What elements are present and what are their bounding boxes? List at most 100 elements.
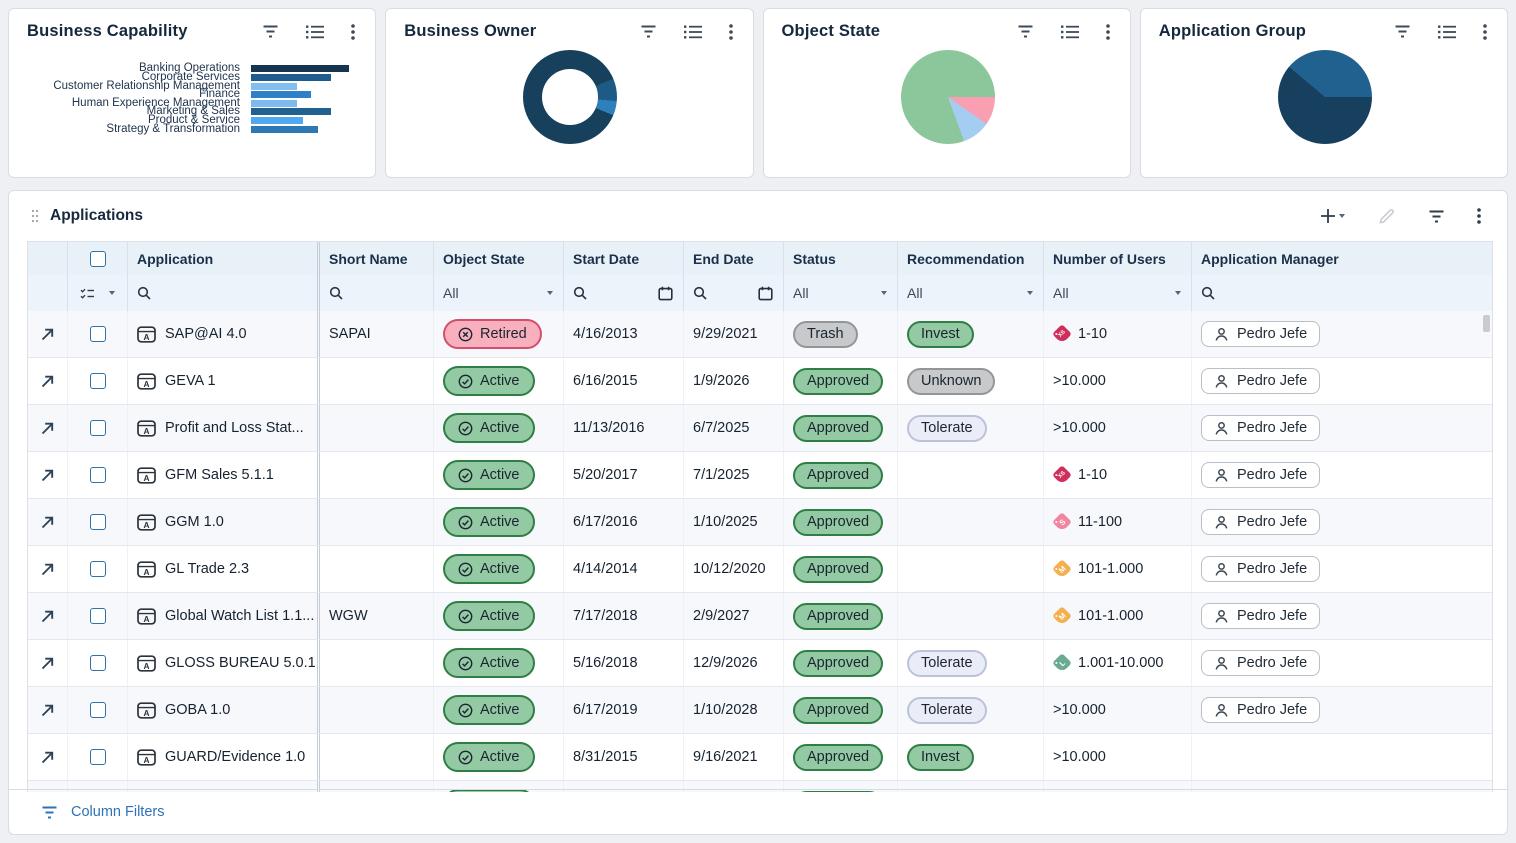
column-header-recommendation[interactable]: Recommendation: [898, 242, 1044, 275]
application-manager-chip[interactable]: Pedro Jefe: [1201, 415, 1320, 441]
short-name-search-filter[interactable]: [320, 275, 434, 311]
table-row[interactable]: AGGM 1.0 Active 6/17/2016 1/10/2025 Appr…: [28, 499, 1492, 546]
application-name[interactable]: GEVA 1: [165, 373, 216, 389]
application-name[interactable]: Profit and Loss Stat...: [165, 420, 304, 436]
application-name[interactable]: GLOSS BUREAU 5.0.1: [165, 655, 316, 671]
application-manager-chip[interactable]: Pedro Jefe: [1201, 509, 1320, 535]
kebab-menu-icon[interactable]: [351, 24, 355, 40]
column-header-start-date[interactable]: Start Date: [564, 242, 684, 275]
end-date-filter[interactable]: [693, 286, 783, 301]
column-header-end-date[interactable]: End Date: [684, 242, 784, 275]
filter-icon[interactable]: [1394, 25, 1411, 38]
kebab-menu-icon[interactable]: [1483, 24, 1487, 40]
row-checkbox[interactable]: [90, 702, 106, 718]
kebab-menu-icon[interactable]: [729, 24, 733, 40]
calendar-icon[interactable]: [658, 286, 673, 301]
application-manager-chip[interactable]: Pedro Jefe: [1201, 462, 1320, 488]
application-name[interactable]: GOBA 1.0: [165, 702, 230, 718]
column-header-number-of-users[interactable]: Number of Users: [1044, 242, 1192, 275]
vertical-scrollbar[interactable]: [1483, 315, 1490, 332]
bar-chart[interactable]: Banking OperationsCorporate ServicesCust…: [27, 65, 359, 134]
select-all-checkbox[interactable]: [90, 251, 106, 267]
open-fact-sheet-icon[interactable]: [40, 327, 55, 342]
pie-chart[interactable]: [1278, 50, 1372, 144]
bar[interactable]: [251, 126, 318, 133]
application-manager-chip[interactable]: Pedro Jefe: [1201, 650, 1320, 676]
list-icon[interactable]: [306, 25, 324, 39]
filter-icon[interactable]: [640, 25, 657, 38]
application-manager-chip[interactable]: Pedro Jefe: [1201, 368, 1320, 394]
calendar-icon[interactable]: [758, 286, 773, 301]
application-search-filter[interactable]: [128, 275, 320, 311]
column-filters-link[interactable]: Column Filters: [71, 804, 164, 820]
table-row[interactable]: AGFM Sales 5.1.1 Active 5/20/2017 7/1/20…: [28, 452, 1492, 499]
table-row[interactable]: AGlobal Watch List 1.1... WGW Active 7/1…: [28, 593, 1492, 640]
row-checkbox[interactable]: [90, 514, 106, 530]
filter-icon[interactable]: [1428, 210, 1445, 223]
filter-icon[interactable]: [1017, 25, 1034, 38]
application-name[interactable]: GUARD/Evidence 1.0: [165, 749, 305, 765]
column-header-object-state[interactable]: Object State: [434, 242, 564, 275]
application-manager-chip[interactable]: Pedro Jefe: [1201, 603, 1320, 629]
list-icon[interactable]: [684, 25, 702, 39]
row-checkbox[interactable]: [90, 326, 106, 342]
column-header-status[interactable]: Status: [784, 242, 898, 275]
filter-icon[interactable]: [262, 25, 279, 38]
pie-chart[interactable]: [901, 50, 995, 144]
open-fact-sheet-icon[interactable]: [40, 374, 55, 389]
selection-filter-dropdown[interactable]: [80, 288, 115, 299]
row-checkbox[interactable]: [90, 561, 106, 577]
bar[interactable]: [251, 91, 311, 98]
drag-handle-icon[interactable]: [31, 209, 39, 223]
bar[interactable]: [251, 108, 331, 115]
column-header-application-manager[interactable]: Application Manager: [1192, 242, 1492, 275]
table-row[interactable]: AGEVA 1 Active 6/16/2015 1/9/2026 Approv…: [28, 358, 1492, 405]
open-fact-sheet-icon[interactable]: [40, 562, 55, 577]
column-header-application[interactable]: Application: [128, 242, 320, 275]
application-name[interactable]: GL Trade 2.3: [165, 561, 249, 577]
open-fact-sheet-icon[interactable]: [40, 609, 55, 624]
bar[interactable]: [251, 74, 331, 81]
application-name[interactable]: GGM 1.0: [165, 514, 224, 530]
table-row[interactable]: AGLOSS BUREAU 5.0.1 Active 5/16/2018 12/…: [28, 640, 1492, 687]
application-name[interactable]: Global Watch List 1.1...: [165, 608, 314, 624]
object-state-filter-dropdown[interactable]: All: [443, 285, 563, 301]
add-dropdown-caret-icon[interactable]: [1339, 214, 1345, 218]
table-row[interactable]: AGL Trade 2.3 Active 4/14/2014 10/12/202…: [28, 546, 1492, 593]
start-date-filter[interactable]: [573, 286, 683, 301]
kebab-menu-icon[interactable]: [1106, 24, 1110, 40]
edit-icon[interactable]: [1377, 207, 1396, 226]
status-filter-dropdown[interactable]: All: [793, 285, 897, 301]
bar[interactable]: [251, 100, 297, 107]
table-row[interactable]: AGOBA 1.0 Active 6/17/2019 1/10/2028 App…: [28, 687, 1492, 734]
kebab-menu-icon[interactable]: [1477, 208, 1481, 224]
row-checkbox[interactable]: [90, 467, 106, 483]
open-fact-sheet-icon[interactable]: [40, 468, 55, 483]
row-checkbox[interactable]: [90, 420, 106, 436]
table-row[interactable]: AProfit and Loss Stat... Active 11/13/20…: [28, 405, 1492, 452]
open-fact-sheet-icon[interactable]: [40, 515, 55, 530]
column-header-short-name[interactable]: Short Name: [320, 242, 434, 275]
table-row[interactable]: AGUARD/Evidence 1.0 Active 8/31/2015 9/1…: [28, 734, 1492, 781]
row-checkbox[interactable]: [90, 655, 106, 671]
users-filter-dropdown[interactable]: All: [1053, 285, 1191, 301]
row-checkbox[interactable]: [90, 608, 106, 624]
row-checkbox[interactable]: [90, 749, 106, 765]
application-manager-chip[interactable]: Pedro Jefe: [1201, 321, 1320, 347]
bar[interactable]: [251, 83, 297, 90]
list-icon[interactable]: [1061, 25, 1079, 39]
bar[interactable]: [251, 117, 303, 124]
application-name[interactable]: GFM Sales 5.1.1: [165, 467, 274, 483]
application-manager-chip[interactable]: Pedro Jefe: [1201, 697, 1320, 723]
row-checkbox[interactable]: [90, 373, 106, 389]
manager-search-filter[interactable]: [1192, 275, 1492, 311]
bar[interactable]: [251, 65, 349, 72]
application-name[interactable]: SAP@AI 4.0: [165, 326, 247, 342]
table-row[interactable]: ASAP@AI 4.0 SAPAI Retired 4/16/2013 9/29…: [28, 311, 1492, 358]
add-button[interactable]: [1320, 208, 1345, 224]
recommendation-filter-dropdown[interactable]: All: [907, 285, 1043, 301]
open-fact-sheet-icon[interactable]: [40, 750, 55, 765]
open-fact-sheet-icon[interactable]: [40, 703, 55, 718]
open-fact-sheet-icon[interactable]: [40, 421, 55, 436]
application-manager-chip[interactable]: Pedro Jefe: [1201, 556, 1320, 582]
